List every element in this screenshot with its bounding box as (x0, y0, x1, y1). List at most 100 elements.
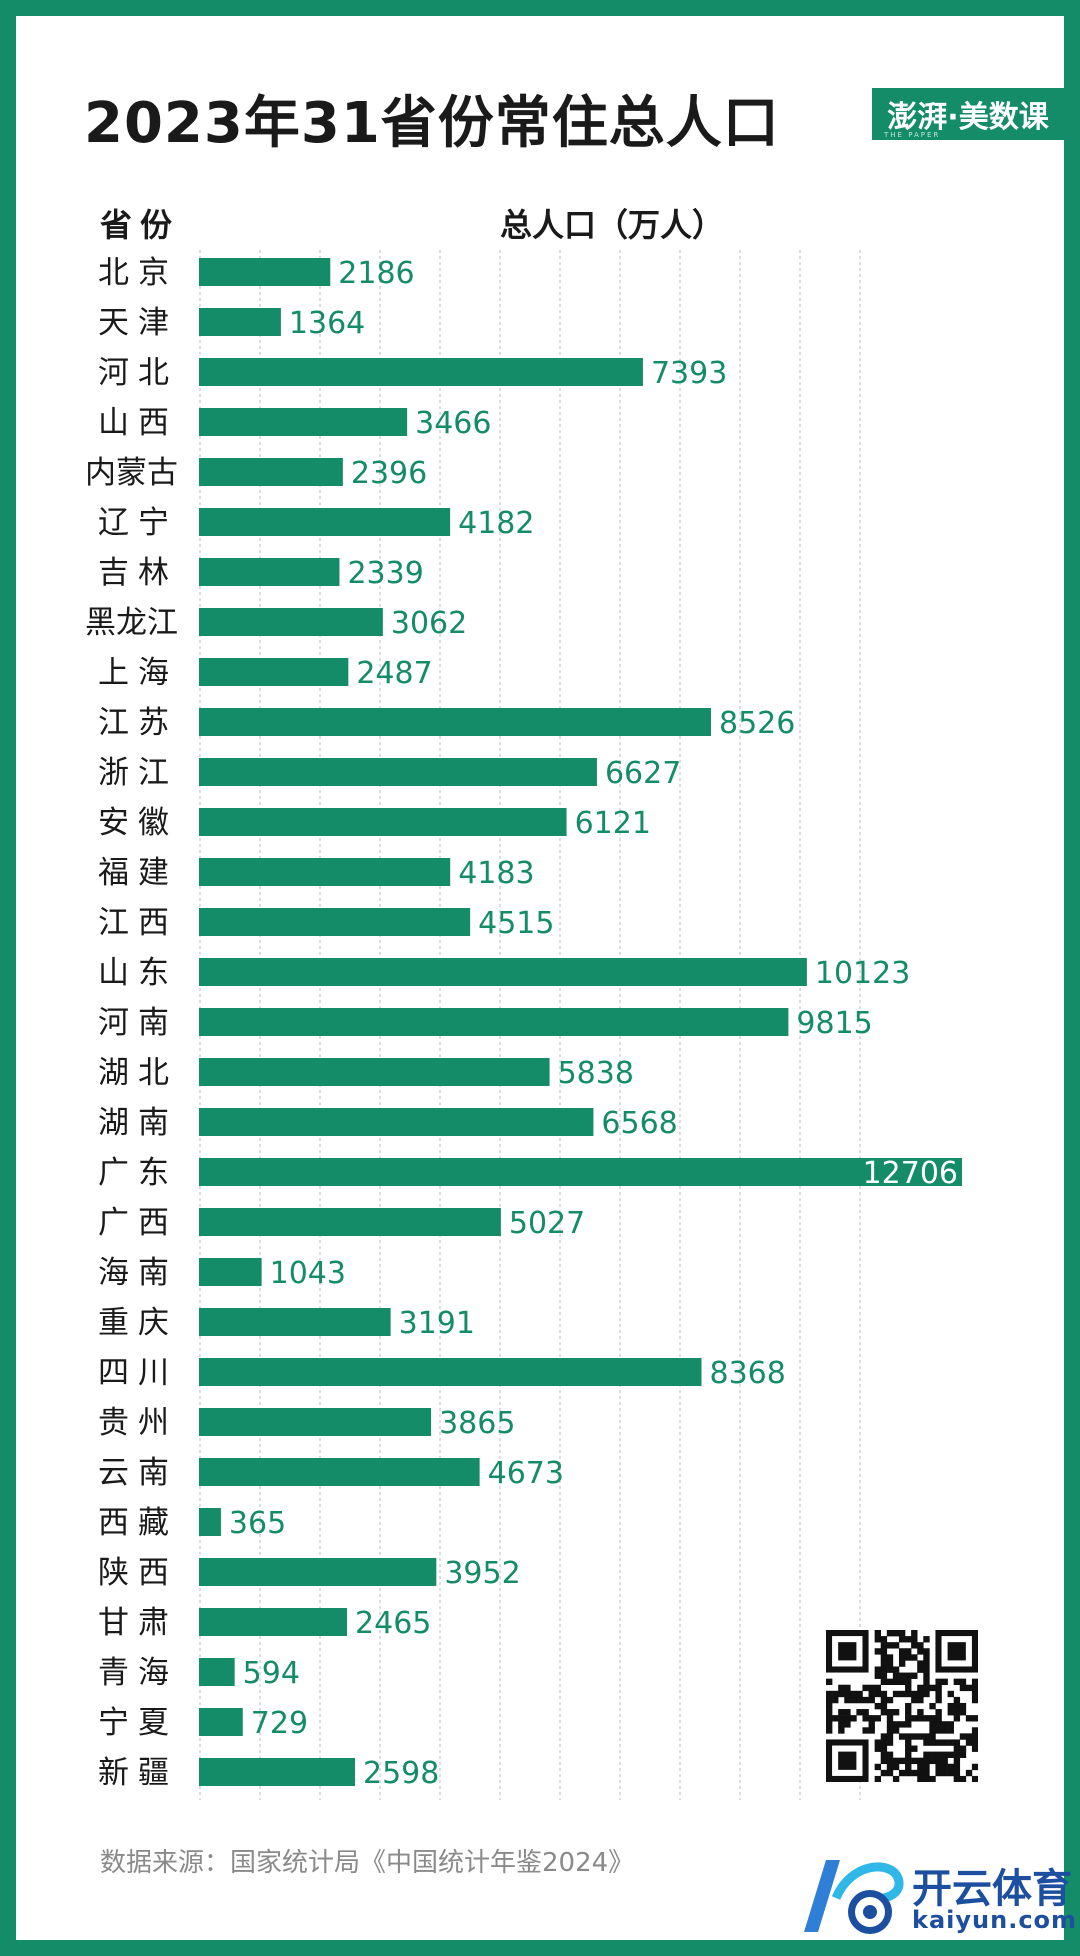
value-label: 6627 (605, 756, 681, 791)
qr-code-icon (826, 1630, 978, 1782)
value-label: 3466 (415, 406, 491, 441)
bar-row: 甘肃 2465 (98, 1605, 431, 1641)
category-label: 上海 (98, 655, 178, 691)
bar (199, 1008, 789, 1036)
bar (199, 908, 471, 936)
bar (199, 508, 451, 536)
data-source-note: 数据来源：国家统计局《中国统计年鉴2024》 (100, 1848, 635, 1878)
category-label: 贵州 (98, 1405, 178, 1441)
bar (199, 258, 331, 286)
kaiyun-logo-icon (804, 1860, 904, 1934)
bar (199, 1408, 432, 1436)
brand-logo: 澎湃·美数课 (872, 88, 1064, 140)
value-label: 6121 (575, 806, 651, 841)
bar-row: 重庆 3191 (98, 1305, 475, 1341)
bar-row: 四川 8368 (98, 1355, 786, 1391)
value-label: 2396 (351, 456, 427, 491)
category-label: 河南 (98, 1005, 178, 1041)
bar-row: 天津 1364 (98, 305, 365, 341)
value-label: 4673 (488, 1456, 564, 1491)
bar-row: 宁夏 729 (98, 1705, 308, 1741)
value-label: 594 (243, 1656, 300, 1691)
bar (199, 858, 451, 886)
bar (199, 1358, 702, 1386)
value-label: 1364 (289, 306, 365, 341)
bar (199, 1608, 348, 1636)
bar-row: 新疆 2598 (98, 1755, 439, 1791)
bar-row: 安徽 6121 (98, 805, 651, 841)
category-label: 河北 (98, 355, 178, 391)
value-label: 8526 (719, 706, 795, 741)
bar (199, 408, 408, 436)
value-label: 10123 (815, 956, 910, 991)
bar-row: 西藏 365 (98, 1505, 286, 1541)
bar-row: 青海 594 (98, 1655, 300, 1691)
bar-row: 广西 5027 (98, 1205, 585, 1241)
value-label: 3952 (444, 1556, 520, 1591)
bar (199, 608, 383, 636)
value-label: 5838 (558, 1056, 634, 1091)
bar-row: 云南 4673 (98, 1455, 564, 1491)
category-label: 北京 (98, 255, 178, 291)
bar-chart: 北京 2186 天津 1364 河北 7393 山西 3466 内蒙古 2396 辽宁 4182 吉林 2… (85, 250, 962, 1800)
bar (199, 308, 281, 336)
value-label: 4183 (458, 856, 534, 891)
value-label: 2598 (363, 1756, 439, 1791)
watermark-url: kaiyun.com (912, 1906, 1078, 1934)
value-label: 7393 (651, 356, 727, 391)
category-label: 福建 (98, 855, 178, 891)
bar-row: 河北 7393 (98, 355, 727, 391)
chart-title: 2023年31省份常住总人口 (84, 91, 780, 156)
category-label: 浙江 (98, 755, 178, 791)
bar (199, 358, 643, 386)
bar-row: 浙江 6627 (98, 755, 681, 791)
value-label: 12706 (863, 1156, 958, 1191)
value-label: 2186 (338, 256, 414, 291)
value-label: 6568 (601, 1106, 677, 1141)
category-label: 重庆 (98, 1305, 178, 1341)
value-label: 8368 (710, 1356, 786, 1391)
category-label: 广东 (98, 1155, 178, 1191)
bar (199, 1258, 262, 1286)
bar (199, 1308, 391, 1336)
bar (199, 1058, 550, 1086)
bar-row: 湖南 6568 (98, 1105, 678, 1141)
category-label: 安徽 (98, 805, 178, 841)
value-label: 4182 (458, 506, 534, 541)
bar (199, 1208, 501, 1236)
value-label: 9815 (796, 1006, 872, 1041)
value-label: 1043 (270, 1256, 346, 1291)
category-label: 四川 (98, 1355, 178, 1391)
value-label: 2465 (355, 1606, 431, 1641)
bar-row: 北京 2186 (98, 255, 415, 291)
bar (199, 1108, 594, 1136)
watermark-name: 开云体育 (912, 1866, 1072, 1912)
value-label: 365 (229, 1506, 286, 1541)
bar-row: 海南 1043 (98, 1255, 346, 1291)
value-label: 5027 (509, 1206, 585, 1241)
bar-row: 河南 9815 (98, 1005, 873, 1041)
category-label: 陕西 (98, 1555, 178, 1591)
value-label: 3062 (391, 606, 467, 641)
bar (199, 708, 711, 736)
bar (199, 758, 597, 786)
category-label: 江西 (98, 905, 178, 941)
bar-row: 贵州 3865 (98, 1405, 515, 1441)
bar-rows: 北京 2186 天津 1364 河北 7393 山西 3466 内蒙古 2396 辽宁 4182 吉林 2… (85, 255, 962, 1791)
bar-row: 吉林 2339 (98, 555, 424, 591)
bar (199, 1658, 235, 1686)
value-label: 3865 (439, 1406, 515, 1441)
category-label: 青海 (98, 1655, 178, 1691)
category-label: 辽宁 (98, 505, 178, 541)
bar-row: 陕西 3952 (98, 1555, 521, 1591)
bar (199, 1558, 437, 1586)
bar (199, 1458, 480, 1486)
category-label: 云南 (98, 1455, 178, 1491)
bar (199, 1758, 356, 1786)
province-column-header: 省份 (100, 206, 181, 244)
value-label: 2339 (347, 556, 423, 591)
bar (199, 958, 807, 986)
bar (199, 558, 340, 586)
bar-row: 广东 12706 (98, 1155, 962, 1191)
brand-tagline: THE PAPER (884, 131, 941, 139)
